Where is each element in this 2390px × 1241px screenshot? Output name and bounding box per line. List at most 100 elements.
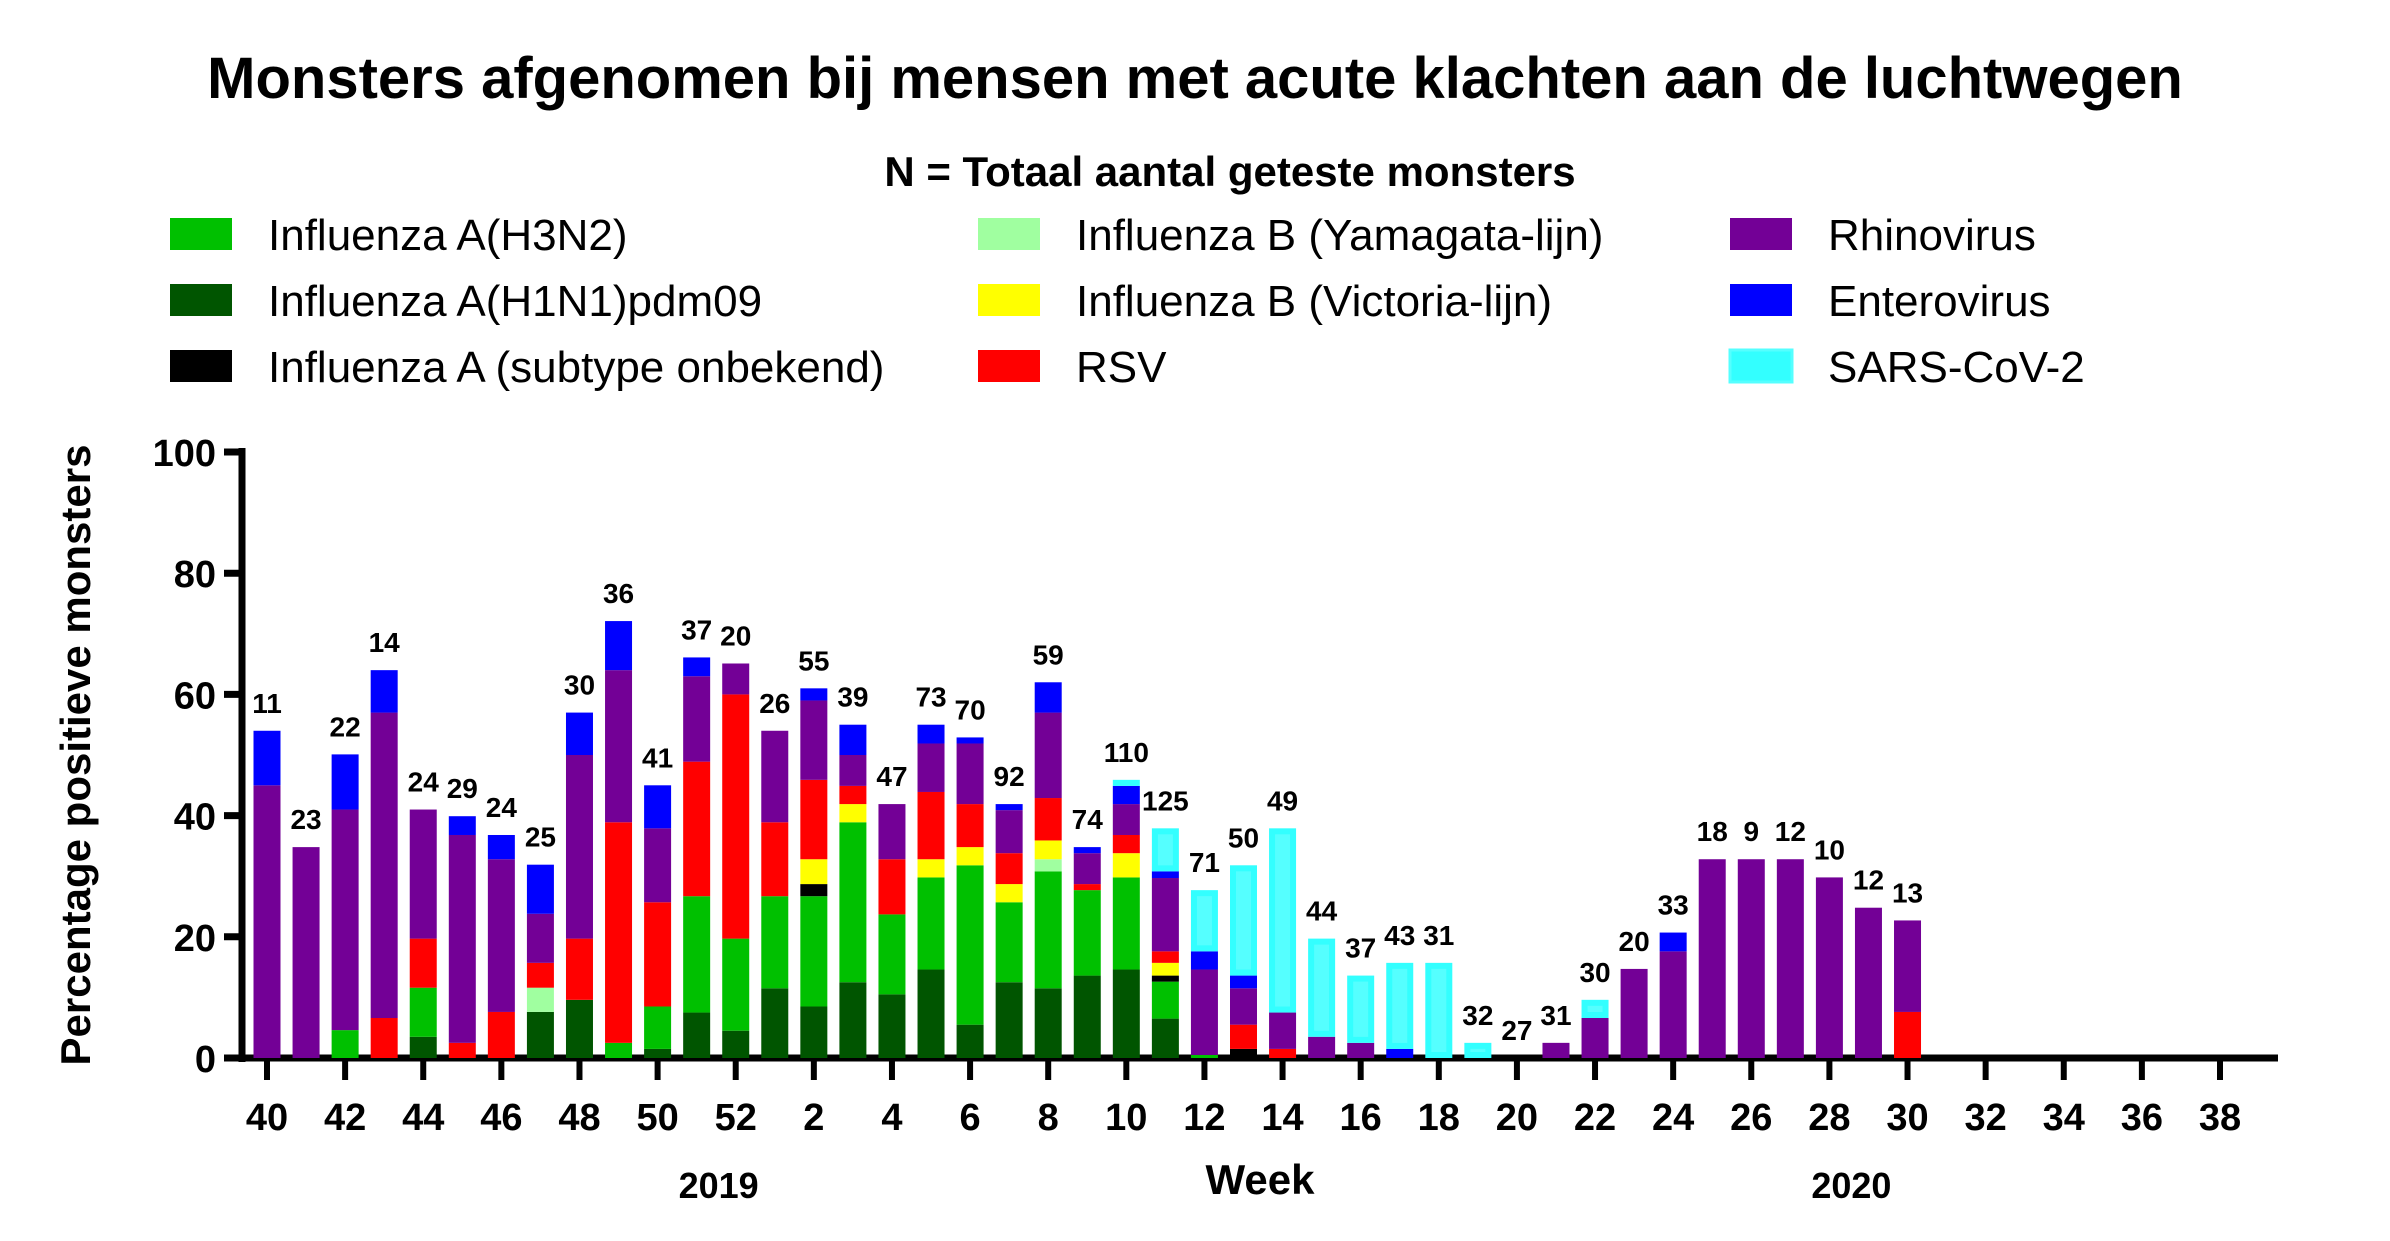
bar-segment-rhinovirus: [1151, 878, 1179, 952]
legend-swatch: [1728, 348, 1794, 384]
bar-week-19: [1464, 1042, 1492, 1058]
legend-swatch: [1730, 218, 1792, 250]
y-tick-label: 100: [153, 433, 216, 475]
bar-week-28: [1815, 877, 1843, 1058]
bar-week-25: [1698, 859, 1726, 1058]
bar-segment-influenza-a-h3n2-: [761, 896, 789, 989]
bar-week-29: [1854, 907, 1882, 1058]
bar-segment-influenza-a-h3n2-: [605, 1042, 633, 1058]
bar-segment-rhinovirus: [722, 663, 750, 695]
n-label: 73: [915, 682, 946, 713]
n-label: 22: [330, 711, 361, 742]
bar-segment-sars-cov-2-inner: [1314, 944, 1330, 1031]
bar-segment-enterovirus: [683, 657, 711, 677]
bar-segment-sars-cov-2-inner: [1275, 834, 1291, 1007]
bar-segment-rhinovirus: [1815, 877, 1843, 1058]
bar-segment-influenza-a-h1n1-pdm09: [722, 1030, 750, 1058]
x-tick-label: 8: [1038, 1097, 1059, 1139]
n-label: 49: [1267, 785, 1298, 816]
bar-week-3: [839, 724, 867, 1058]
bars: [253, 621, 1922, 1058]
bar-segment-enterovirus: [1190, 951, 1218, 970]
bar-week-9: [1073, 847, 1101, 1058]
bar-segment-enterovirus: [605, 621, 633, 671]
bar-week-10: [1112, 779, 1140, 1058]
bar-week-23: [1620, 968, 1648, 1058]
bar-week-8: [1034, 682, 1062, 1058]
n-label: 12: [1775, 816, 1806, 847]
legend-label: Influenza B (Yamagata-lijn): [1076, 211, 1603, 260]
bar-segment-rsv: [722, 694, 750, 939]
legend-label: Enterovirus: [1828, 277, 2051, 326]
bar-segment-influenza-b-victoria-lijn-: [917, 859, 945, 878]
bar-segment-influenza-a-h1n1-pdm09: [800, 1006, 828, 1058]
n-label: 59: [1033, 639, 1064, 670]
bar-segment-rsv: [409, 938, 437, 988]
bar-segment-rhinovirus: [839, 755, 867, 786]
n-label: 31: [1423, 920, 1454, 951]
legend-swatch: [170, 284, 232, 316]
bar-segment-rsv: [644, 902, 672, 1007]
bar-segment-rhinovirus: [1542, 1042, 1570, 1058]
bar-segment-rsv: [683, 761, 711, 897]
legend-item: Influenza B (Yamagata-lijn): [978, 211, 1603, 260]
legend-swatch: [978, 350, 1040, 382]
x-tick-label: 36: [2121, 1097, 2163, 1139]
x-tick-label: 38: [2199, 1097, 2241, 1139]
x-tick-label: 4: [881, 1097, 902, 1139]
y-tick-label: 60: [174, 675, 216, 717]
bar-week-50: [644, 785, 672, 1058]
n-label: 31: [1540, 1000, 1571, 1031]
n-label: 50: [1228, 822, 1259, 853]
y-tick-label: 80: [174, 554, 216, 596]
bar-segment-influenza-a-h3n2-: [839, 822, 867, 983]
bar-week-2: [800, 688, 828, 1058]
bar-week-14: [1269, 828, 1297, 1058]
legend-swatch: [978, 284, 1040, 316]
bar-segment-rhinovirus: [1659, 951, 1687, 1058]
bar-week-26: [1737, 859, 1765, 1058]
bar-segment-enterovirus: [995, 804, 1023, 811]
bar-segment-enterovirus: [644, 785, 672, 829]
n-label: 18: [1697, 816, 1728, 847]
y-axis: 0 20 40 60 80 100: [153, 433, 246, 1081]
n-label: 10: [1814, 834, 1845, 865]
bar-segment-influenza-a-h1n1-pdm09: [995, 982, 1023, 1058]
bar-segment-rhinovirus: [1190, 969, 1218, 1055]
bar-segment-influenza-a-h3n2-: [1190, 1054, 1218, 1058]
bar-segment-enterovirus: [839, 724, 867, 755]
n-label: 71: [1189, 847, 1220, 878]
bar-segment-rsv: [1112, 834, 1140, 854]
bar-segment-rhinovirus: [956, 743, 984, 805]
n-label: 23: [290, 804, 321, 835]
bar-segment-enterovirus: [487, 834, 515, 860]
x-axis: 40 42 44 46 48 50 52 2 4 6 8 10 12 14 16 18 20 22 24 26 28 30…: [238, 1054, 2278, 1206]
bar-segment-enterovirus: [526, 864, 554, 914]
n-label: 27: [1501, 1015, 1532, 1046]
legend-item: SARS-CoV-2: [1728, 343, 2085, 392]
year-label: 2019: [679, 1165, 759, 1206]
n-label: 25: [525, 822, 556, 853]
n-label: 92: [994, 761, 1025, 792]
bar-segment-sars-cov-2-inner: [1196, 896, 1212, 946]
bar-segment-enterovirus: [800, 688, 828, 701]
bar-segment-rsv: [839, 785, 867, 805]
bar-segment-influenza-a-h1n1-pdm09: [878, 994, 906, 1058]
legend-item: Rhinovirus: [1730, 211, 2036, 260]
bar-week-6: [956, 737, 984, 1058]
n-label: 24: [486, 792, 518, 823]
bar-segment-influenza-a-h1n1-pdm09: [565, 999, 593, 1058]
bar-week-42: [331, 754, 359, 1058]
bar-week-49: [605, 621, 633, 1058]
bar-segment-enterovirus: [448, 816, 476, 835]
n-label: 26: [759, 688, 790, 719]
bar-segment-enterovirus: [370, 670, 398, 713]
bar-segment-sars-cov-2-inner: [1236, 871, 1251, 970]
bar-segment-enterovirus: [917, 724, 945, 744]
bar-segment-rhinovirus: [1308, 1036, 1336, 1058]
bar-week-47: [526, 864, 554, 1058]
bar-segment-rhinovirus: [1073, 853, 1101, 885]
bar-segment-rsv: [370, 1018, 398, 1058]
bar-segment-rsv: [1151, 951, 1179, 963]
